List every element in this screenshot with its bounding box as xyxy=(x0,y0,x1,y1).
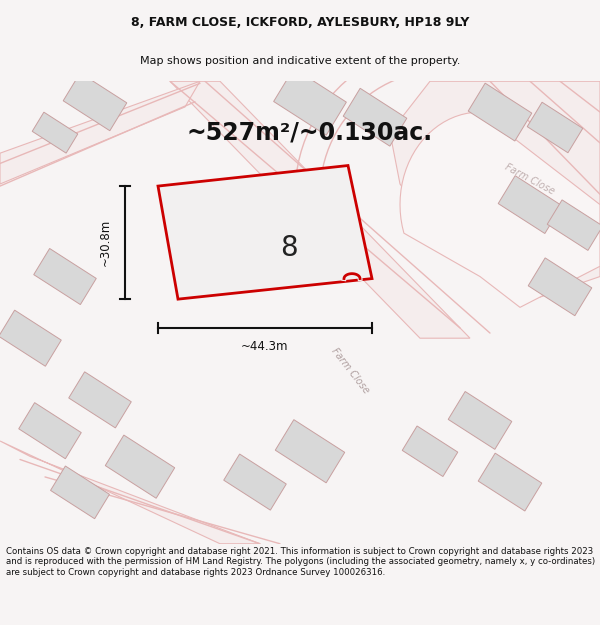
Polygon shape xyxy=(402,426,458,476)
Polygon shape xyxy=(19,402,81,459)
Polygon shape xyxy=(105,435,175,498)
Text: Contains OS data © Crown copyright and database right 2021. This information is : Contains OS data © Crown copyright and d… xyxy=(6,547,595,577)
Polygon shape xyxy=(50,466,109,519)
Polygon shape xyxy=(400,112,600,308)
Polygon shape xyxy=(158,166,372,299)
Polygon shape xyxy=(224,454,286,510)
Polygon shape xyxy=(274,68,346,135)
Polygon shape xyxy=(69,372,131,428)
Polygon shape xyxy=(547,200,600,251)
Text: ~44.3m: ~44.3m xyxy=(241,340,289,353)
Text: Map shows position and indicative extent of the property.: Map shows position and indicative extent… xyxy=(140,56,460,66)
Polygon shape xyxy=(390,81,600,297)
Polygon shape xyxy=(343,88,407,146)
Text: 8, FARM CLOSE, ICKFORD, AYLESBURY, HP18 9LY: 8, FARM CLOSE, ICKFORD, AYLESBURY, HP18 … xyxy=(131,16,469,29)
Polygon shape xyxy=(468,83,532,141)
Polygon shape xyxy=(63,73,127,131)
Text: ~30.8m: ~30.8m xyxy=(98,219,112,266)
Polygon shape xyxy=(0,310,61,366)
Polygon shape xyxy=(527,102,583,152)
Polygon shape xyxy=(498,176,562,234)
Polygon shape xyxy=(448,391,512,449)
Polygon shape xyxy=(275,419,345,483)
Polygon shape xyxy=(32,112,78,153)
Text: 8: 8 xyxy=(280,234,298,262)
Polygon shape xyxy=(0,441,260,544)
Polygon shape xyxy=(170,81,470,338)
Polygon shape xyxy=(0,81,200,184)
Text: ~527m²/~0.130ac.: ~527m²/~0.130ac. xyxy=(187,121,433,144)
Text: Farm Close: Farm Close xyxy=(503,162,557,196)
Polygon shape xyxy=(34,249,96,304)
Polygon shape xyxy=(478,453,542,511)
Polygon shape xyxy=(528,258,592,316)
Text: Farm Close: Farm Close xyxy=(329,346,371,396)
